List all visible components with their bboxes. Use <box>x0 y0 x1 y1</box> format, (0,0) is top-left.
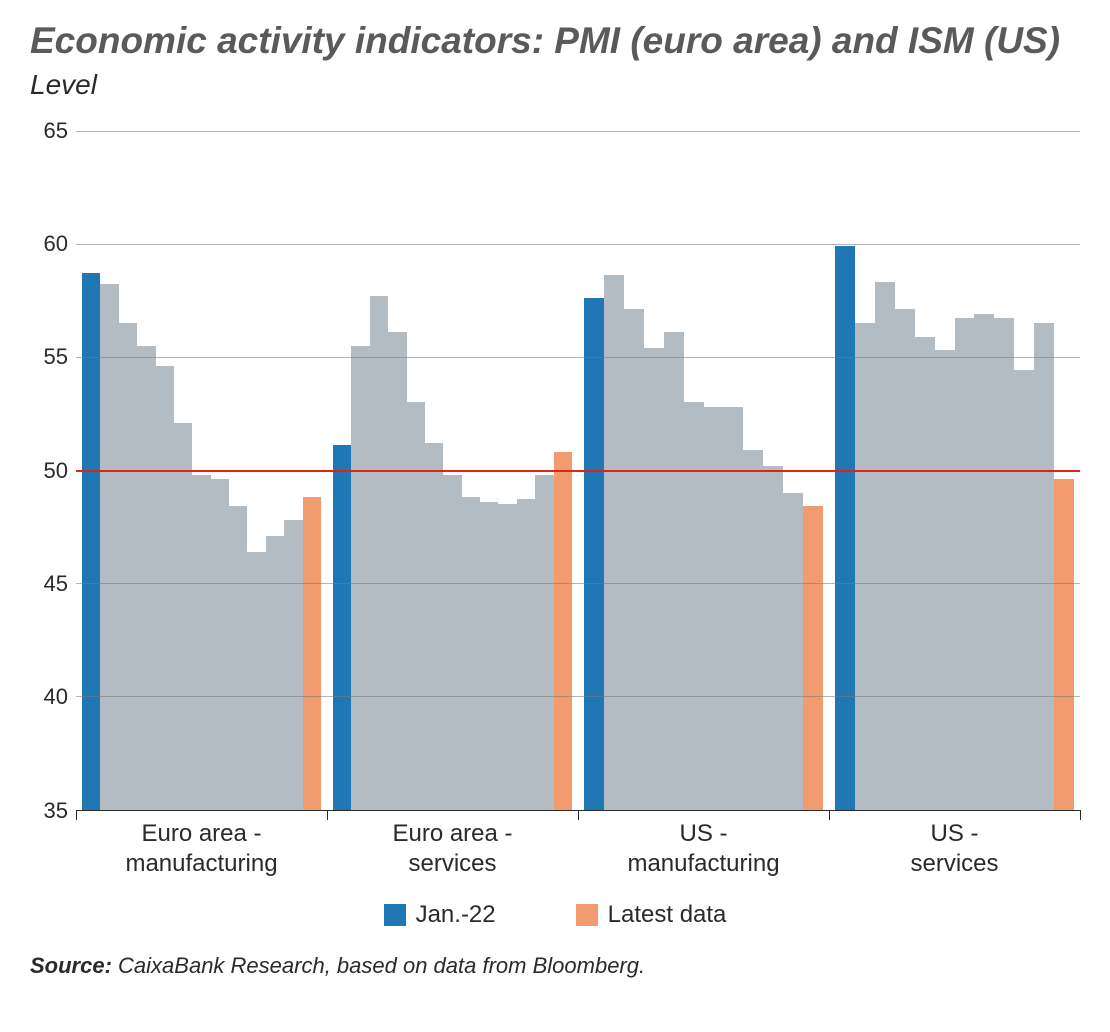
bar <box>584 298 604 810</box>
bar <box>895 309 915 809</box>
legend-label: Jan.-22 <box>416 901 496 929</box>
y-tick-label: 65 <box>44 118 68 144</box>
x-label: Euro area -services <box>327 819 578 879</box>
bar <box>229 506 247 809</box>
bar <box>100 284 118 809</box>
gridline <box>76 583 1080 584</box>
bar <box>974 314 994 810</box>
bar <box>644 348 664 810</box>
bar <box>535 475 553 810</box>
bar <box>1054 479 1074 809</box>
bar <box>425 443 443 810</box>
bar <box>763 466 783 810</box>
bar <box>156 366 174 810</box>
x-label: US -services <box>829 819 1080 879</box>
bar <box>935 350 955 809</box>
bar <box>554 452 572 810</box>
gridline <box>76 131 1080 132</box>
source-label: Source: <box>30 953 112 978</box>
bar <box>192 475 210 810</box>
legend-label: Latest data <box>608 901 727 929</box>
legend-item: Jan.-22 <box>384 901 496 929</box>
bar <box>174 423 192 810</box>
y-tick-label: 35 <box>44 798 68 824</box>
gridline <box>76 357 1080 358</box>
legend: Jan.-22 Latest data <box>30 901 1080 929</box>
source-line: Source: CaixaBank Research, based on dat… <box>30 953 1080 979</box>
bar <box>82 273 100 809</box>
bar <box>137 346 155 810</box>
bar <box>333 445 351 809</box>
bar <box>723 407 743 810</box>
chart-subtitle: Level <box>30 69 1080 101</box>
bar <box>664 332 684 810</box>
y-tick-label: 55 <box>44 344 68 370</box>
bar <box>498 504 516 810</box>
legend-swatch <box>384 904 406 926</box>
y-axis: 35404550556065 <box>30 131 76 811</box>
x-tick <box>1080 810 1081 820</box>
gridline <box>76 244 1080 245</box>
bar <box>783 493 803 810</box>
bar <box>480 502 498 810</box>
bar <box>351 346 369 810</box>
bar <box>266 536 284 810</box>
bar <box>462 497 480 809</box>
bar <box>875 282 895 809</box>
bar <box>915 337 935 810</box>
bar <box>955 318 975 809</box>
legend-item: Latest data <box>576 901 727 929</box>
chart-title: Economic activity indicators: PMI (euro … <box>30 20 1080 63</box>
bar <box>407 402 425 809</box>
y-tick-label: 45 <box>44 571 68 597</box>
bar <box>803 506 823 809</box>
reference-line <box>76 470 1080 472</box>
source-text: CaixaBank Research, based on data from B… <box>112 953 645 978</box>
gridline <box>76 696 1080 697</box>
bar <box>119 323 137 810</box>
x-label: US -manufacturing <box>578 819 829 879</box>
bar <box>624 309 644 809</box>
x-axis-labels: Euro area -manufacturingEuro area -servi… <box>76 819 1080 879</box>
bar <box>388 332 406 810</box>
bar <box>247 552 265 810</box>
bar <box>684 402 704 809</box>
bar <box>1034 323 1054 810</box>
bar <box>604 275 624 809</box>
bar <box>994 318 1014 809</box>
y-tick-label: 50 <box>44 458 68 484</box>
x-label: Euro area -manufacturing <box>76 819 327 879</box>
bar <box>704 407 724 810</box>
bar <box>517 499 535 809</box>
legend-swatch <box>576 904 598 926</box>
plot-area <box>76 131 1080 811</box>
y-tick-label: 60 <box>44 231 68 257</box>
bar <box>743 450 763 810</box>
bar <box>1014 370 1034 809</box>
bar <box>284 520 302 810</box>
bar <box>443 475 461 810</box>
chart-area: 35404550556065 Euro area -manufacturingE… <box>30 131 1080 811</box>
bar <box>303 497 321 809</box>
bar <box>835 246 855 810</box>
y-tick-label: 40 <box>44 684 68 710</box>
bar <box>370 296 388 810</box>
bar <box>211 479 229 809</box>
bar <box>855 323 875 810</box>
